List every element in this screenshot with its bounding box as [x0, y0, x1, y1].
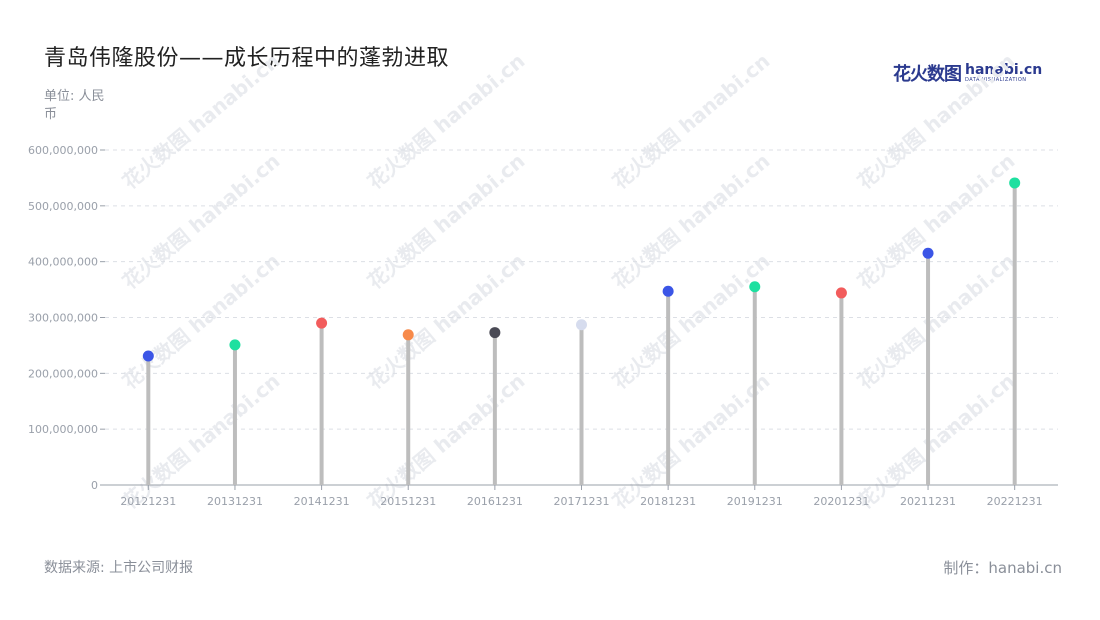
y-axis: 0 100,000,000 200,000,000 300,000,000 400,00…	[28, 144, 105, 492]
watermark: 花火数图 hanabi.cn	[363, 369, 530, 514]
y-tick-label: 600,000,000	[28, 144, 98, 157]
x-tick-label: 20161231	[467, 495, 523, 508]
lollipop-point[interactable]	[402, 329, 414, 341]
x-axis: 20121231 20131231 20141231 20151231 20161231…	[105, 484, 1058, 508]
unit-label: 单位: 人民币	[44, 89, 105, 122]
lollipop-point[interactable]	[1009, 177, 1021, 189]
y-tick-label: 400,000,000	[28, 256, 98, 269]
logo-cn-text: 花火数图	[893, 64, 962, 85]
lollipop-point[interactable]	[835, 287, 847, 299]
x-tick-label: 20121231	[120, 495, 176, 508]
x-tick-label: 20211231	[900, 495, 956, 508]
lollipop-point[interactable]	[229, 339, 241, 351]
x-tick-label: 20131231	[207, 495, 263, 508]
y-tick-label: 500,000,000	[28, 200, 98, 213]
logo-en-block: hanabi.cn DATA VISUALIZATION	[965, 63, 1042, 83]
data-marks	[142, 177, 1021, 485]
x-tick-label: 20221231	[987, 495, 1043, 508]
lollipop-point[interactable]	[922, 247, 934, 259]
y-tick-label: 100,000,000	[28, 423, 98, 436]
x-tick-label: 20141231	[294, 495, 350, 508]
lollipop-point[interactable]	[142, 350, 154, 362]
x-tick-label: 20201231	[813, 495, 869, 508]
chart-title: 青岛伟隆股份——成长历程中的蓬勃进取	[44, 46, 450, 71]
watermark: 花火数图 hanabi.cn	[608, 369, 775, 514]
lollipop-point[interactable]	[662, 285, 674, 297]
watermark: 花火数图 hanabi.cn	[118, 369, 285, 514]
lollipop-point[interactable]	[576, 319, 587, 331]
grid-lines	[105, 149, 1058, 430]
y-tick-label: 0	[91, 479, 98, 492]
lollipop-point[interactable]	[749, 281, 761, 293]
logo-en-text: hanabi.cn	[965, 62, 1043, 78]
watermark-layer: 花火数图 hanabi.cn 花火数图 hanabi.cn 花火数图 hanabi.…	[118, 49, 1020, 514]
x-tick-label: 20181231	[640, 495, 696, 508]
lollipop-point[interactable]	[489, 327, 501, 339]
credit-text: 制作：hanabi.cn	[943, 559, 1062, 577]
lollipop-point[interactable]	[316, 317, 328, 329]
logo-tagline: DATA VISUALIZATION	[965, 77, 1027, 83]
y-tick-label: 200,000,000	[28, 367, 98, 380]
x-tick-label: 20171231	[554, 495, 610, 508]
y-tick-label: 300,000,000	[28, 312, 98, 325]
watermark: 花火数图 hanabi.cn	[853, 369, 1020, 514]
x-tick-label: 20151231	[380, 495, 436, 508]
data-source: 数据来源: 上市公司财报	[44, 560, 194, 576]
x-tick-label: 20191231	[727, 495, 783, 508]
brand-logo: 花火数图 hanabi.cn DATA VISUALIZATION	[893, 60, 1042, 86]
